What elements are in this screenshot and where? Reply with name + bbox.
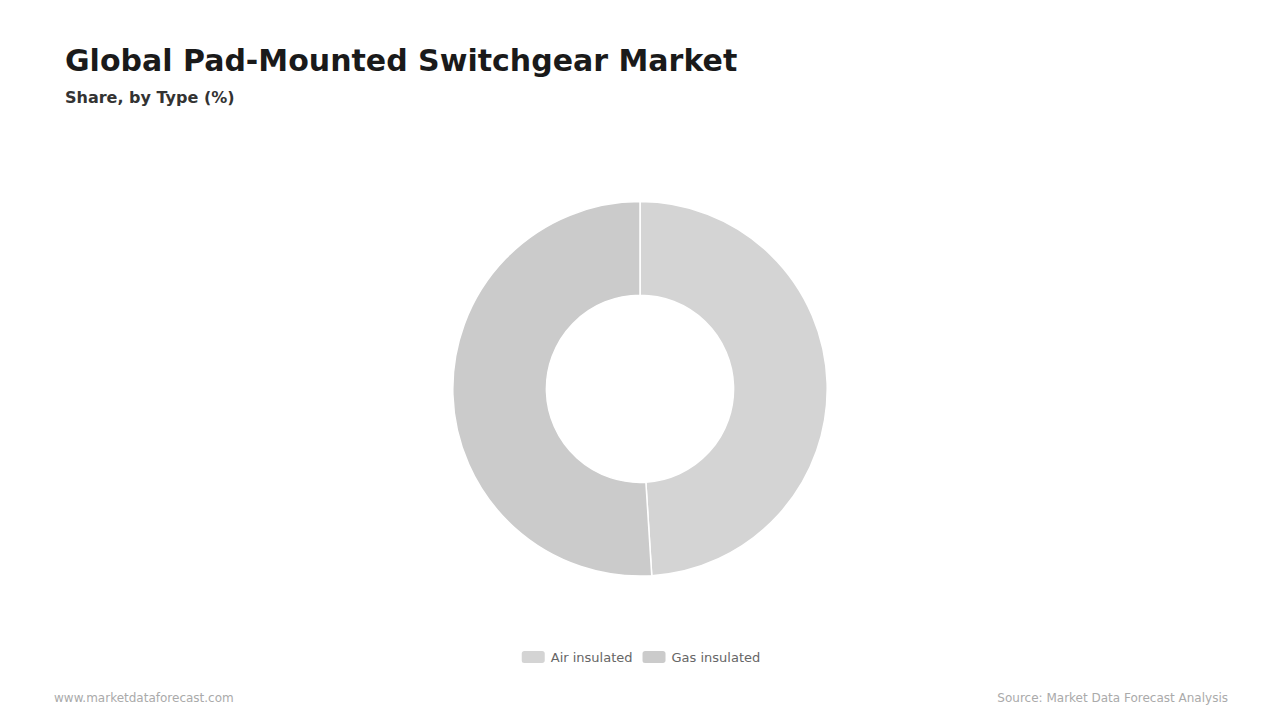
svg-text:www.marketdataforecast.com: www.marketdataforecast.com (54, 691, 234, 705)
svg-text:Source: Market Data Forecast A: Source: Market Data Forecast Analysis (997, 691, 1228, 705)
svg-text:Gas insulated: Gas insulated (672, 650, 761, 665)
svg-text:Global Pad-Mounted Switchgear: Global Pad-Mounted Switchgear Market (65, 43, 737, 78)
svg-text:Air insulated: Air insulated (551, 650, 633, 665)
svg-text:Share, by Type (%): Share, by Type (%) (65, 88, 235, 107)
